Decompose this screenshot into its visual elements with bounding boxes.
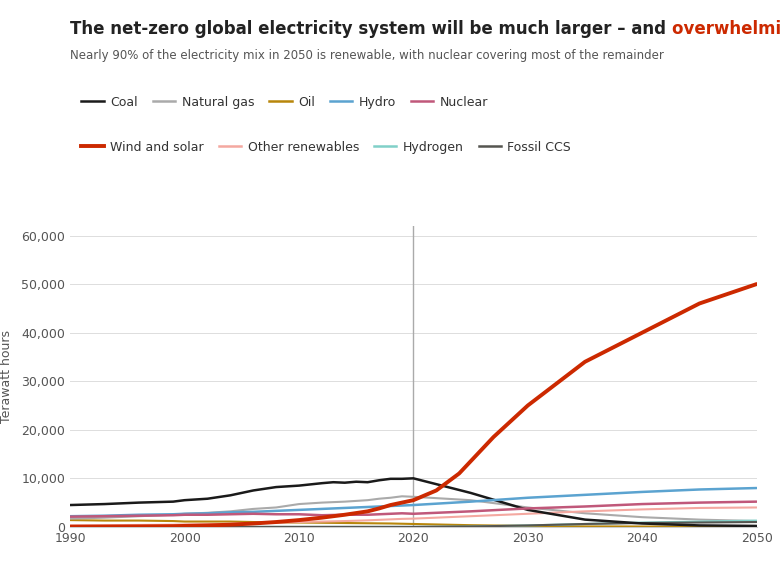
Y-axis label: Terawatt hours: Terawatt hours bbox=[0, 330, 13, 423]
Text: Nearly 90% of the electricity mix in 2050 is renewable, with nuclear covering mo: Nearly 90% of the electricity mix in 205… bbox=[70, 49, 664, 62]
Text: overwhelmingly renewable: overwhelmingly renewable bbox=[672, 20, 780, 38]
Legend: Wind and solar, Other renewables, Hydrogen, Fossil CCS: Wind and solar, Other renewables, Hydrog… bbox=[76, 135, 576, 159]
Text: The net-zero global electricity system will be much larger – and: The net-zero global electricity system w… bbox=[70, 20, 672, 38]
